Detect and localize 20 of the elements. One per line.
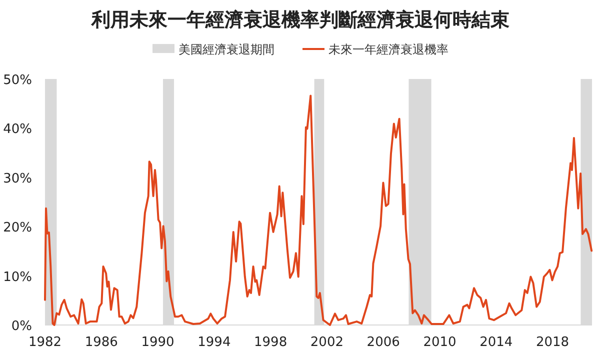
- x-tick-label: 1998: [254, 335, 288, 350]
- y-tick-label: 0%: [11, 319, 32, 334]
- y-tick-label: 40%: [3, 122, 32, 138]
- x-tick-label: 2010: [423, 335, 456, 350]
- line-series: [44, 94, 593, 326]
- x-tick-label: 1982: [28, 335, 62, 350]
- y-tick-label: 50%: [3, 73, 32, 88]
- legend-label: 美國經濟衰退期間: [178, 42, 274, 56]
- chart-title: 利用未來一年經濟衰退機率判斷經濟衰退何時結束: [90, 9, 510, 31]
- y-tick-label: 20%: [3, 220, 32, 236]
- legend-label: 未來一年經濟衰退機率: [328, 42, 448, 56]
- x-tick-label: 1994: [198, 335, 231, 350]
- y-tick-label: 10%: [3, 270, 32, 285]
- x-tick-label: 2002: [310, 335, 344, 350]
- x-tick-label: 2014: [480, 335, 513, 350]
- x-tick-label: 2018: [536, 335, 570, 350]
- x-tick-label: 1986: [84, 335, 118, 350]
- x-tick-label: 2006: [366, 335, 400, 350]
- x-tick-label: 1990: [141, 335, 174, 350]
- y-tick-label: 30%: [3, 171, 32, 186]
